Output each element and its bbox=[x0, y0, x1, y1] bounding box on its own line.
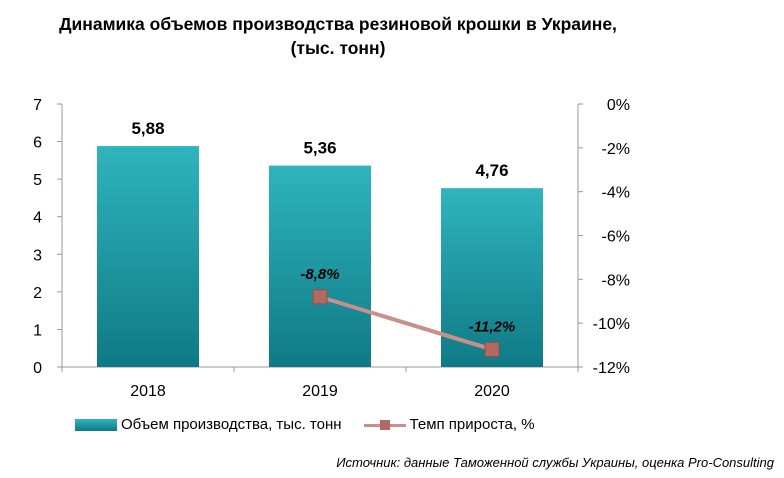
x-tick-label: 2020 bbox=[474, 383, 510, 400]
growth-rate-marker bbox=[312, 289, 328, 305]
y-left-tick-label: 0 bbox=[33, 360, 42, 377]
growth-rate-label: -8,8% bbox=[300, 266, 339, 283]
legend-line-label: Темп прироста, % bbox=[409, 416, 535, 433]
x-tick-label: 2018 bbox=[130, 383, 166, 400]
y-left-tick-label: 5 bbox=[33, 172, 42, 189]
chart-title-line-2: (тыс. тонн) bbox=[290, 38, 386, 58]
chart-title: Динамика объемов производства резиновой … bbox=[0, 12, 676, 60]
y-right-tick-label: -6% bbox=[602, 229, 630, 246]
bar-value-label: 4,76 bbox=[475, 161, 508, 180]
y-left-tick-label: 3 bbox=[33, 247, 42, 264]
legend-bar-swatch bbox=[75, 418, 117, 431]
y-left-tick-label: 1 bbox=[33, 322, 42, 339]
bar-value-label: 5,88 bbox=[131, 119, 164, 138]
y-right-tick-label: -8% bbox=[602, 272, 630, 289]
growth-rate-marker bbox=[484, 341, 500, 357]
y-right-tick-label: 0% bbox=[607, 97, 630, 114]
chart-plot: 0 1 2 3 4 5 6 7 -12% -10% -8% -6% -4% -2% 0% 5,88 5,36 4,… bbox=[33, 97, 630, 400]
legend-item-bars: Объем производства, тыс. тонн bbox=[75, 416, 342, 433]
y-left-tick-label: 7 bbox=[33, 97, 42, 114]
bar bbox=[269, 165, 371, 367]
bar-value-label: 5,36 bbox=[303, 139, 336, 158]
source-note: Источник: данные Таможенной службы Украи… bbox=[336, 455, 774, 470]
legend: Объем производства, тыс. тонн Темп приро… bbox=[75, 416, 557, 433]
y-right-tick-label: -2% bbox=[602, 141, 630, 158]
growth-rate-label: -11,2% bbox=[469, 318, 515, 335]
y-right-tick-label: -4% bbox=[602, 185, 630, 202]
y-left-tick-label: 4 bbox=[33, 210, 42, 227]
x-tick-label: 2019 bbox=[302, 383, 338, 400]
legend-line-swatch bbox=[363, 418, 406, 432]
legend-item-line: Темп прироста, % bbox=[363, 416, 535, 433]
bar bbox=[97, 146, 199, 367]
y-right-tick-label: -12% bbox=[593, 360, 630, 377]
growth-rate-line bbox=[319, 294, 493, 352]
legend-bar-label: Объем производства, тыс. тонн bbox=[121, 416, 342, 433]
chart-title-line-1: Динамика объемов производства резиновой … bbox=[59, 14, 617, 34]
y-left-tick-label: 2 bbox=[33, 285, 42, 302]
y-left-tick-label: 6 bbox=[33, 135, 42, 152]
y-right-tick-label: -10% bbox=[593, 316, 630, 333]
